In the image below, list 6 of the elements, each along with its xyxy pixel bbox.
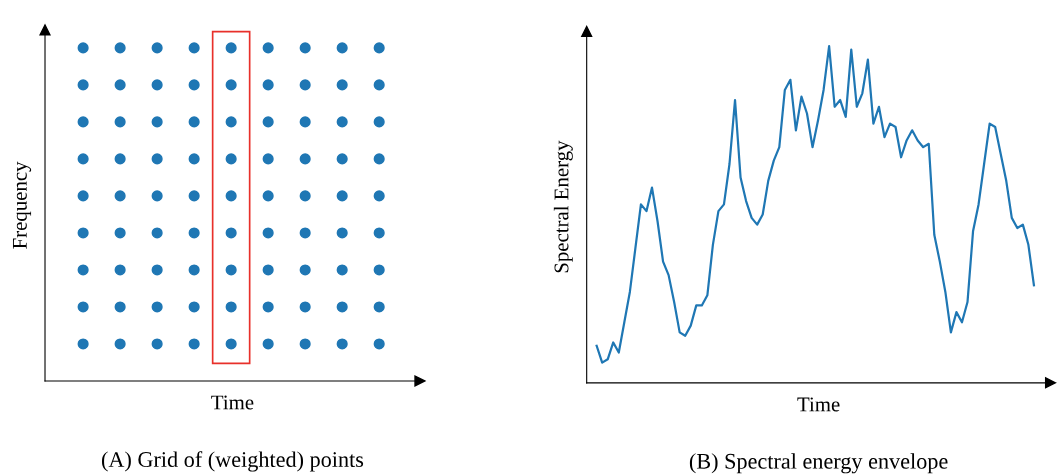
text: (B) Spectral energy envelope: [689, 453, 948, 474]
text: Time: [211, 395, 254, 410]
text: Frequency: [12, 161, 32, 249]
y-axis-title: Spectral Energy: [553, 140, 573, 273]
x-axis-title: Time: [797, 397, 840, 412]
text: (A) Grid of (weighted) points: [101, 451, 364, 472]
